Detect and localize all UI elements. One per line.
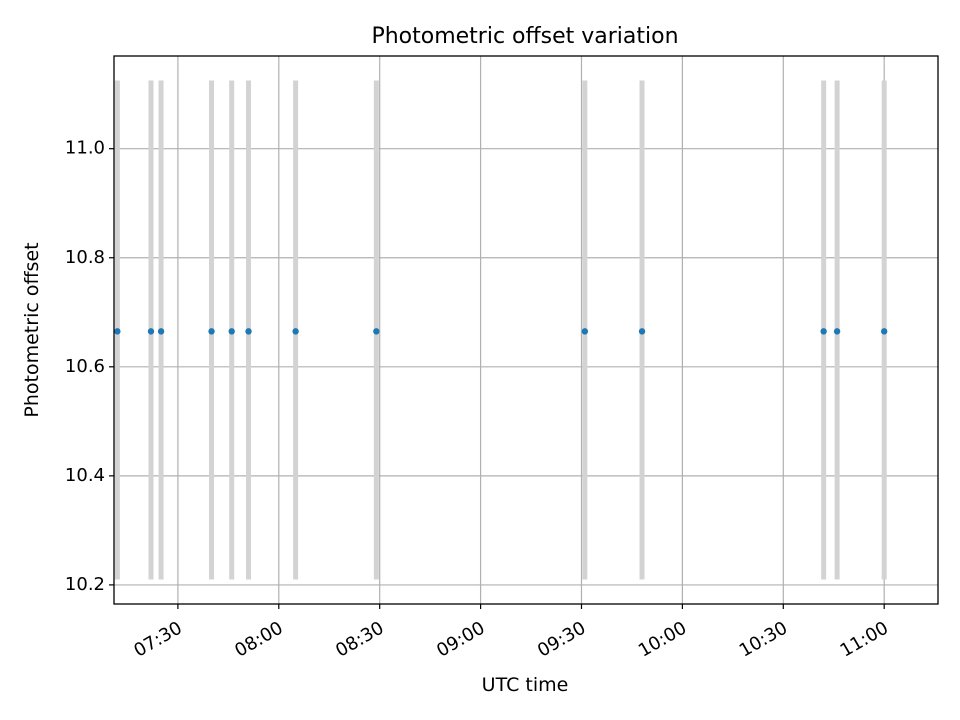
data-point <box>880 328 888 335</box>
data-point <box>833 328 841 335</box>
y-tick-label: 11.0 <box>65 138 105 159</box>
plot-frame <box>113 55 939 605</box>
y-tick-label: 10.6 <box>65 356 105 377</box>
y-axis-ticks: 10.2 10.4 10.6 10.8 11.0 <box>65 138 114 595</box>
data-point <box>638 328 646 335</box>
y-axis-label: Photometric offset <box>21 242 43 417</box>
data-point <box>208 328 215 335</box>
data-point <box>157 328 165 335</box>
data-point <box>292 328 299 335</box>
data-points <box>114 328 888 335</box>
chart-title: Photometric offset variation <box>371 24 678 49</box>
y-tick-label: 10.8 <box>65 247 105 268</box>
data-point <box>114 328 121 335</box>
y-tick-label: 10.4 <box>65 465 105 486</box>
data-point <box>228 328 235 335</box>
data-point <box>581 328 589 335</box>
x-axis-label: UTC time <box>482 674 569 696</box>
y-tick-label: 10.2 <box>65 574 105 595</box>
data-point <box>147 328 155 335</box>
data-point <box>245 328 252 335</box>
data-point <box>373 328 380 335</box>
data-point <box>820 328 827 335</box>
